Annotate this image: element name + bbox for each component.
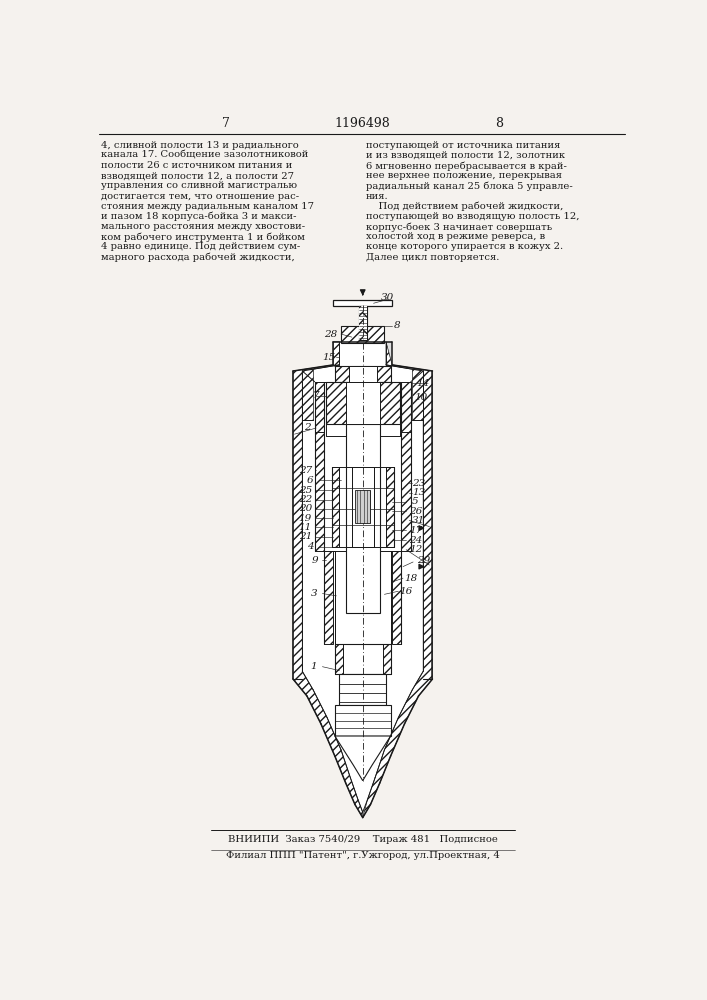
Bar <box>303 369 313 420</box>
Bar <box>392 551 402 644</box>
Bar <box>349 366 377 382</box>
Bar <box>335 705 391 736</box>
Bar <box>315 382 324 432</box>
Text: ком рабочего инструмента 1 и бойком: ком рабочего инструмента 1 и бойком <box>101 232 305 242</box>
Text: корпус-боек 3 начинает совершать: корпус-боек 3 начинает совершать <box>366 222 552 232</box>
Text: 7: 7 <box>313 391 320 400</box>
Text: достигается тем, что отношение рас-: достигается тем, что отношение рас- <box>101 192 299 201</box>
Bar <box>339 674 386 705</box>
Bar <box>346 424 380 613</box>
Text: управления со сливной магистралью: управления со сливной магистралью <box>101 181 297 190</box>
Text: 20: 20 <box>299 504 312 513</box>
Bar <box>341 326 385 343</box>
Text: 28: 28 <box>324 330 337 339</box>
Text: марного расхода рабочей жидкости,: марного расхода рабочей жидкости, <box>101 253 295 262</box>
Bar <box>335 366 391 382</box>
Bar <box>359 306 363 340</box>
Text: радиальный канал 25 блока 5 управле-: радиальный канал 25 блока 5 управле- <box>366 181 573 191</box>
Bar <box>343 644 383 674</box>
Text: 4 равно единице. Под действием сум-: 4 равно единице. Под действием сум- <box>101 242 300 251</box>
Text: поступающей от источника питания: поступающей от источника питания <box>366 141 560 150</box>
Text: 22: 22 <box>299 495 312 504</box>
Bar <box>335 551 391 644</box>
Text: 4: 4 <box>307 542 313 551</box>
Text: 29: 29 <box>416 556 430 565</box>
Polygon shape <box>363 342 433 818</box>
Polygon shape <box>303 342 423 812</box>
Text: 3: 3 <box>311 589 318 598</box>
Text: 18: 18 <box>404 574 417 583</box>
Bar <box>402 382 411 551</box>
Bar <box>355 490 370 523</box>
Text: 26: 26 <box>409 507 422 516</box>
Bar <box>412 369 423 420</box>
Text: 5: 5 <box>412 497 419 506</box>
Bar <box>333 300 392 306</box>
Text: 6 мгновенно перебрасывается в край-: 6 мгновенно перебрасывается в край- <box>366 161 567 171</box>
Text: 21: 21 <box>299 532 312 541</box>
Text: взводящей полости 12, а полости 27: взводящей полости 12, а полости 27 <box>101 171 294 180</box>
Text: конце которого упирается в кожух 2.: конце которого упирается в кожух 2. <box>366 242 563 251</box>
Text: Далее цикл повторяется.: Далее цикл повторяется. <box>366 253 499 262</box>
Text: 31: 31 <box>412 516 425 525</box>
Text: 10: 10 <box>414 393 428 402</box>
Text: и пазом 18 корпуса-бойка 3 и макси-: и пазом 18 корпуса-бойка 3 и макси- <box>101 212 296 221</box>
Text: 7: 7 <box>221 117 230 130</box>
Bar <box>325 382 400 424</box>
Text: Под действием рабочей жидкости,: Под действием рабочей жидкости, <box>366 202 563 211</box>
Text: 30: 30 <box>381 293 394 302</box>
Text: стояния между радиальным каналом 17: стояния между радиальным каналом 17 <box>101 202 314 211</box>
Text: мального расстояния между хвостови-: мального расстояния между хвостови- <box>101 222 305 231</box>
Text: 11: 11 <box>299 523 312 532</box>
Polygon shape <box>293 342 433 818</box>
Bar <box>315 382 324 551</box>
Text: 12: 12 <box>409 545 422 554</box>
Text: 8: 8 <box>495 117 503 130</box>
Text: 2: 2 <box>303 424 310 432</box>
Text: 24: 24 <box>409 536 422 545</box>
Text: 4, сливной полости 13 и радиального: 4, сливной полости 13 и радиального <box>101 141 298 150</box>
Text: 9: 9 <box>311 556 318 565</box>
Text: 8: 8 <box>394 321 400 330</box>
Text: 1196498: 1196498 <box>334 117 390 130</box>
Text: 1: 1 <box>310 662 317 671</box>
Bar <box>332 466 339 547</box>
Text: 6: 6 <box>307 476 313 485</box>
Bar <box>363 306 367 340</box>
Text: 15: 15 <box>322 353 335 362</box>
Bar <box>402 382 411 432</box>
Text: 19: 19 <box>299 514 312 523</box>
Text: поступающей во взводящую полость 12,: поступающей во взводящую полость 12, <box>366 212 579 221</box>
Bar <box>324 382 402 551</box>
Polygon shape <box>293 342 363 818</box>
Text: 16: 16 <box>399 587 413 596</box>
Bar <box>324 551 333 644</box>
Text: полости 26 с источником питания и: полости 26 с источником питания и <box>101 161 292 170</box>
Bar <box>346 382 380 424</box>
Text: холостой ход в режиме реверса, в: холостой ход в режиме реверса, в <box>366 232 545 241</box>
Bar <box>386 466 394 547</box>
Text: Филиал ППП "Патент", г.Ужгород, ул.Проектная, 4: Филиал ППП "Патент", г.Ужгород, ул.Проек… <box>226 852 500 860</box>
Text: 14: 14 <box>416 379 430 388</box>
Bar <box>352 466 373 547</box>
Polygon shape <box>335 736 391 781</box>
Text: 13: 13 <box>412 488 425 497</box>
Text: 17: 17 <box>409 526 422 535</box>
Text: ВНИИПИ  Заказ 7540/29    Тираж 481   Подписное: ВНИИПИ Заказ 7540/29 Тираж 481 Подписное <box>228 835 498 844</box>
Text: канала 17. Сообщение зазолотниковой: канала 17. Сообщение зазолотниковой <box>101 151 308 160</box>
Text: нее верхнее положение, перекрывая: нее верхнее положение, перекрывая <box>366 171 562 180</box>
Text: 25: 25 <box>299 486 312 495</box>
Bar <box>359 306 367 340</box>
Bar <box>335 644 343 674</box>
Text: 23: 23 <box>412 479 425 488</box>
Text: 27: 27 <box>299 466 312 475</box>
Text: ния.: ния. <box>366 192 388 201</box>
Bar <box>383 644 391 674</box>
Text: и из взводящей полости 12, золотник: и из взводящей полости 12, золотник <box>366 151 565 160</box>
